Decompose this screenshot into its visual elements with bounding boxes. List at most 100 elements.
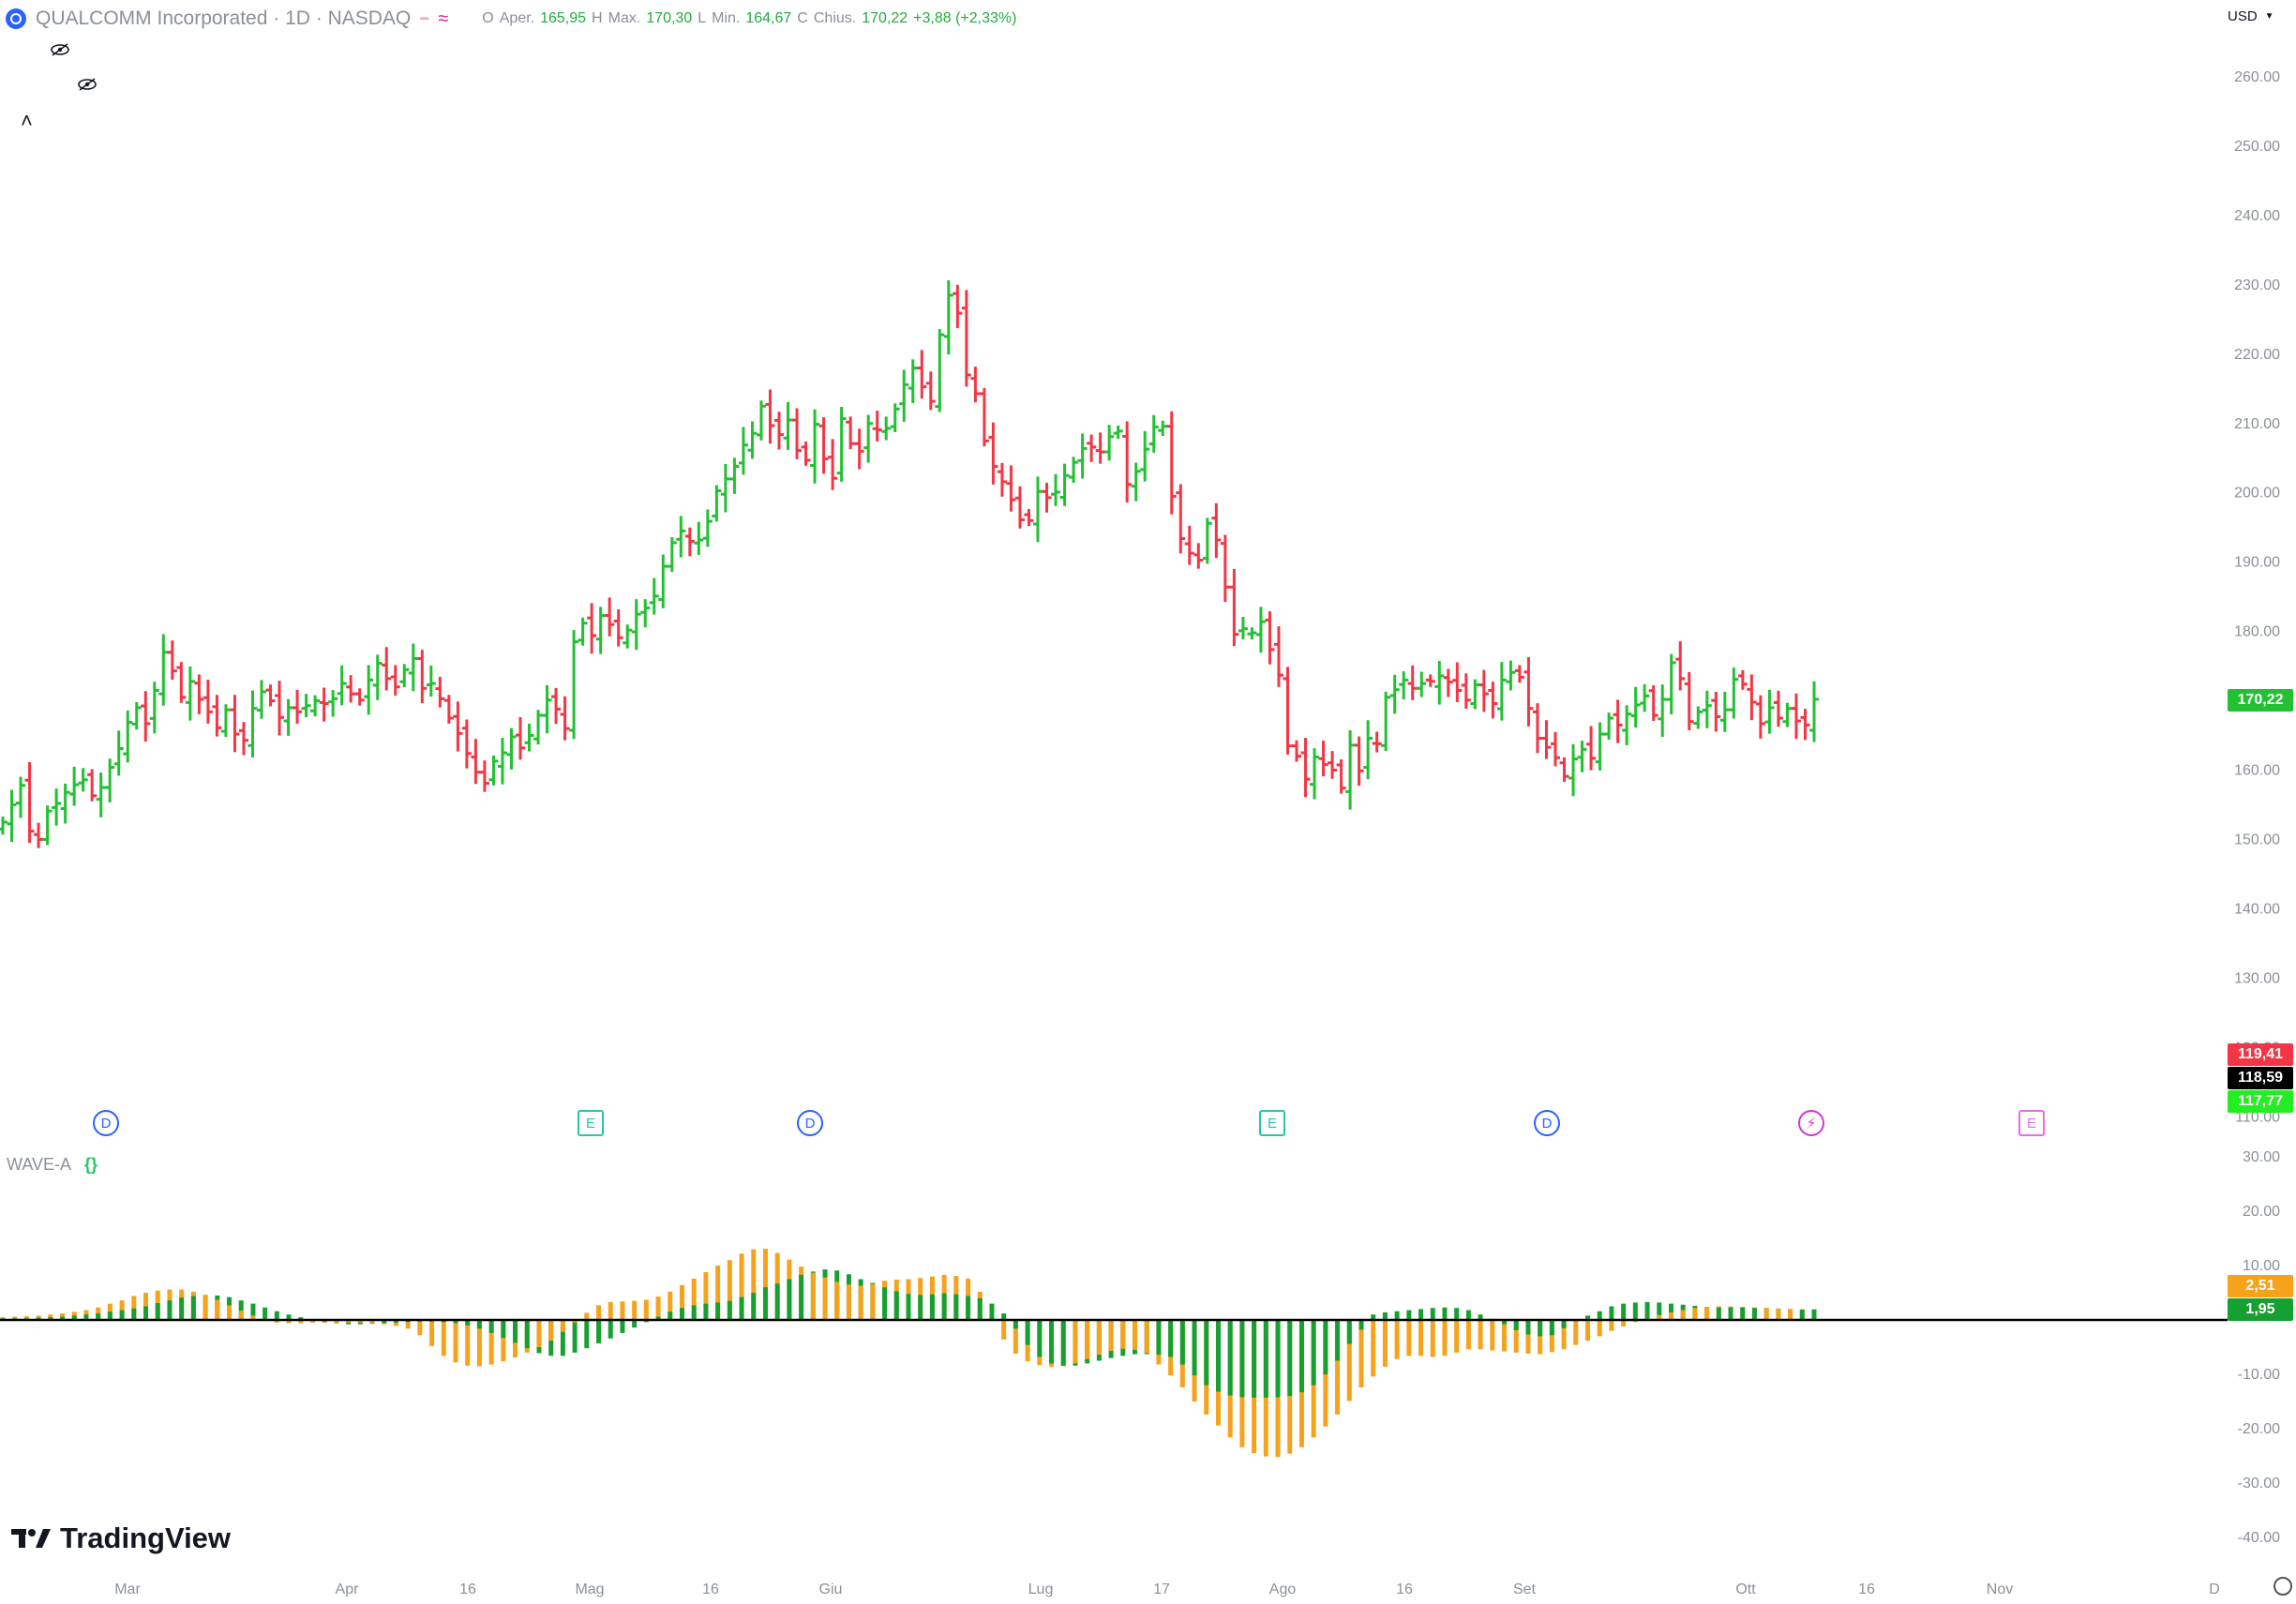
ohlc-bar	[78, 768, 88, 792]
wave-green-bar	[190, 1296, 196, 1320]
last-price-tag: 170,22	[2228, 689, 2293, 712]
wave-green-bar	[680, 1308, 684, 1320]
wave-green-bar	[1335, 1320, 1341, 1361]
earnings-icon[interactable]: E	[578, 1110, 604, 1136]
wave-green-bar	[1716, 1307, 1721, 1320]
wave-orange-bar	[227, 1305, 232, 1320]
ohlc-bar	[756, 400, 766, 441]
price-axis-tick: 130.00	[2234, 970, 2280, 986]
ohlc-bar	[220, 704, 231, 738]
wave-orange-bar	[465, 1320, 471, 1366]
wave-orange-bar	[834, 1282, 840, 1320]
wave-green-bar	[71, 1315, 77, 1320]
wave-orange-bar	[417, 1320, 423, 1336]
collapse-chevron-icon[interactable]: ˄	[21, 109, 33, 132]
settings-gear-icon[interactable]	[2273, 1577, 2292, 1596]
wave-orange-bar	[727, 1260, 732, 1320]
wave-green-bar	[1513, 1320, 1519, 1331]
ohlc-bar	[1551, 731, 1560, 767]
price-axis-tick: 180.00	[2234, 624, 2280, 640]
ohlc-bar	[881, 416, 892, 441]
ohlc-bar	[105, 758, 115, 802]
wave-orange-bar	[1382, 1320, 1388, 1367]
hide-eye-icon-2[interactable]	[77, 78, 98, 91]
ohlc-bar	[1613, 699, 1623, 743]
wave-orange-bar	[238, 1311, 244, 1320]
ohlc-bar	[1417, 671, 1427, 697]
ohlc-bar	[87, 769, 98, 802]
wave-green-bar	[1621, 1303, 1627, 1320]
ohlc-bar	[1461, 673, 1471, 710]
dividend-icon-3[interactable]: D	[1534, 1110, 1560, 1136]
price-axis-tick: 110.00	[2235, 1109, 2280, 1125]
wave-green-bar	[787, 1279, 792, 1320]
wave-orange-bar	[334, 1320, 339, 1323]
wave-orange-bar	[429, 1320, 435, 1346]
tradingview-logo-icon	[11, 1529, 51, 1548]
ohlc-bar	[935, 329, 945, 412]
split-lightning-icon[interactable]: ⚡	[1798, 1110, 1824, 1136]
tradingview-logo[interactable]: TradingView	[11, 1522, 231, 1555]
ohlc-bar	[1292, 740, 1301, 762]
ohlc-bar	[738, 427, 748, 475]
ohlc-bar	[560, 696, 570, 741]
wave-green-bar	[143, 1306, 149, 1320]
ohlc-bar	[399, 664, 410, 688]
wave-axis-tick: 10.00	[2243, 1258, 2280, 1274]
wave-orange-bar	[703, 1271, 709, 1320]
wave-green-bar	[1657, 1302, 1662, 1320]
ohlc-bar	[979, 388, 989, 447]
wave-orange-bar	[1776, 1308, 1781, 1320]
price-axis-tick: 150.00	[2234, 832, 2280, 847]
ohlc-bar	[1363, 720, 1373, 780]
ohlc-bar	[1577, 741, 1587, 772]
dividend-icon-2[interactable]: D	[797, 1110, 823, 1136]
wave-green-bar	[1478, 1314, 1483, 1320]
wave-green-bar	[1013, 1320, 1018, 1329]
wave-orange-bar	[393, 1320, 398, 1327]
wave-orange-bar	[1490, 1320, 1495, 1351]
wave-orange-bar	[584, 1312, 590, 1320]
wave-orange-bar	[1133, 1320, 1137, 1350]
low-value: 164,67	[745, 10, 792, 26]
time-axis-tick: Ago	[1269, 1582, 1297, 1597]
wave-orange-bar	[298, 1320, 304, 1324]
ohlc-bar	[765, 389, 775, 444]
chart-legend: QUALCOMM Incorporated · 1D · NASDAQ ━ ≈ …	[6, 6, 1016, 32]
ohlc-bar	[1568, 743, 1579, 797]
ohlc-bar	[872, 411, 882, 442]
wave-green-bar	[1358, 1320, 1364, 1330]
ohlc-bar	[497, 738, 507, 785]
wave-green-bar	[501, 1320, 506, 1339]
change-value: +3,88 (+2,33%)	[913, 10, 1017, 26]
wave-green-bar	[918, 1295, 923, 1320]
currency-selector[interactable]: USD ▼	[2228, 8, 2274, 24]
wave-green-bar	[1525, 1320, 1531, 1335]
wave-green-bar	[560, 1320, 565, 1357]
wave-orange-bar	[608, 1301, 613, 1320]
ohlc-bar	[961, 290, 971, 387]
hide-eye-icon[interactable]	[50, 43, 70, 56]
ohlc-bar	[1014, 486, 1025, 529]
price-axis-tick: 250.00	[2234, 139, 2280, 155]
symbol-title[interactable]: QUALCOMM Incorporated · 1D · NASDAQ	[36, 7, 412, 29]
ohlc-bar	[1300, 738, 1311, 798]
wave-green-bar	[107, 1312, 113, 1320]
wave-orange-bar	[1465, 1320, 1471, 1350]
ohlc-bar	[34, 822, 44, 848]
indicator-legend[interactable]: WAVE-A {}	[7, 1155, 98, 1175]
ohlc-bar	[364, 665, 374, 715]
earnings-icon-2[interactable]: E	[1259, 1110, 1285, 1136]
symbol-logo-icon	[6, 8, 26, 29]
wave-orange-bar	[572, 1320, 578, 1323]
open-label: Aper.	[499, 10, 535, 26]
wave-orange-bar	[1085, 1320, 1090, 1359]
ohlc-bar	[488, 755, 499, 786]
wave-orange-bar	[858, 1285, 863, 1320]
ohlc-bar	[854, 428, 864, 470]
ohlc-bar	[970, 367, 981, 403]
dividend-icon[interactable]: D	[93, 1110, 119, 1136]
earnings-upcoming-icon[interactable]: E	[2018, 1110, 2045, 1136]
ohlc-bar	[203, 679, 213, 724]
